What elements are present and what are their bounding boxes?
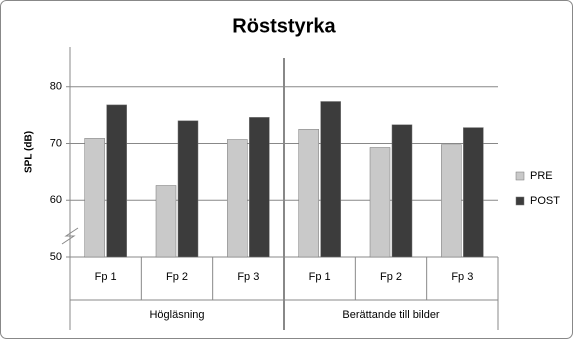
legend-label: PRE	[530, 170, 553, 182]
axis-break	[61, 227, 79, 245]
bar	[441, 144, 462, 258]
y-tick-label: 80	[50, 81, 62, 93]
bar	[249, 117, 270, 258]
legend-label: POST	[530, 195, 560, 207]
x-tick-label: Fp 2	[380, 271, 402, 283]
legend-swatch	[515, 171, 525, 181]
bar	[106, 104, 127, 258]
group-label: Högläsning	[149, 309, 204, 321]
y-tick-label: 60	[50, 194, 62, 206]
chart-title: Röststyrka	[232, 15, 336, 37]
group-label: Berättande till bilder	[342, 309, 440, 321]
bar	[155, 185, 177, 258]
bar	[227, 139, 248, 258]
y-tick-label: 50	[50, 251, 62, 263]
x-tick-label: Fp 2	[166, 271, 188, 283]
y-tick-label: 70	[50, 137, 62, 149]
bar	[320, 101, 341, 258]
bar	[177, 120, 199, 258]
x-tick-label: Fp 3	[237, 271, 259, 283]
bar	[391, 124, 413, 258]
legend-swatch	[515, 196, 525, 206]
bar	[463, 127, 484, 258]
bar	[84, 138, 105, 258]
bar	[298, 129, 319, 258]
x-tick-label: Fp 3	[451, 271, 473, 283]
x-tick-label: Fp 1	[95, 271, 117, 283]
y-axis-label: SPL (dB)	[24, 131, 35, 173]
bar	[369, 147, 391, 258]
x-tick-label: Fp 1	[309, 271, 331, 283]
